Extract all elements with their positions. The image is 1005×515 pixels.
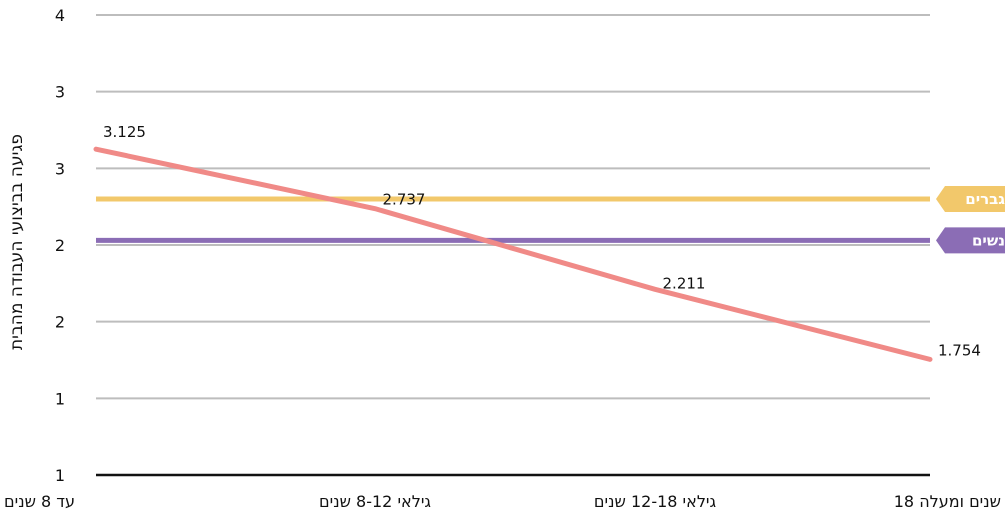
x-tick-label: עד 8 שנים [4, 492, 75, 511]
reference-tag-label: גברים [965, 190, 1005, 208]
y-tick-label: 2 [55, 313, 65, 332]
y-axis-label: פגיעה בביצועי העבודה מהבית [7, 134, 27, 350]
x-axis-ticks: עד 8 שנים גילאי 8-12 שנים גילאי 12-18 שנים… [4, 492, 1001, 511]
reference-tag [936, 186, 1005, 212]
x-tick-label: גילאי 8-12 שנים [319, 492, 431, 511]
data-labels: 3.125 2.737 2.211 1.754 [103, 123, 981, 359]
grid-lines [96, 14, 930, 477]
series-line [93, 146, 933, 362]
y-axis-ticks: 1 1 2 2 3 3 4 [55, 6, 65, 485]
data-label: 2.211 [663, 274, 706, 292]
reference-tag [936, 227, 1005, 254]
x-tick-label: 18 שנים ומעלה [894, 492, 1001, 511]
y-tick-label: 4 [55, 6, 65, 25]
y-tick-label: 3 [55, 83, 65, 102]
data-label: 1.754 [938, 341, 981, 359]
y-tick-label: 2 [55, 236, 65, 255]
reference-tag-label: נשים [972, 231, 1005, 249]
reference-lines: גברים נשים [96, 186, 1005, 254]
data-label: 3.125 [103, 123, 146, 141]
series-lines [93, 146, 933, 362]
x-tick-label: גילאי 12-18 שנים [594, 492, 717, 511]
data-label: 2.737 [383, 191, 426, 209]
y-tick-label: 1 [55, 389, 65, 408]
y-tick-label: 1 [55, 466, 65, 485]
y-tick-label: 3 [55, 159, 65, 178]
